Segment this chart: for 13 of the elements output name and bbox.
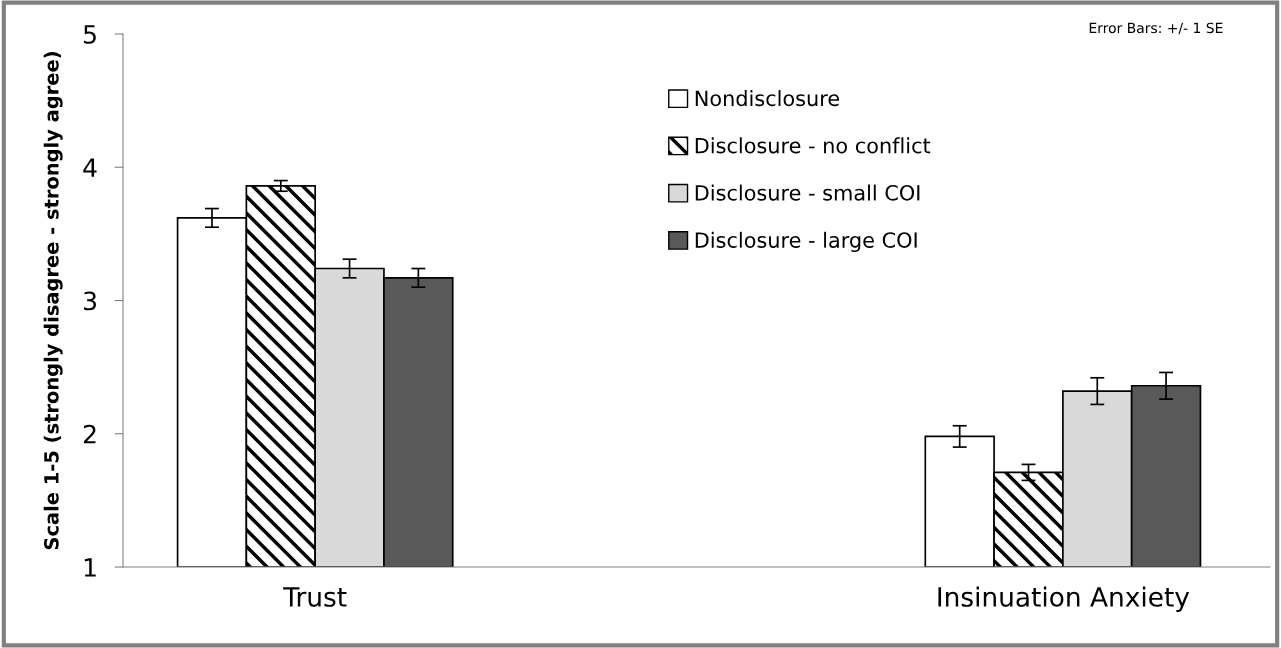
x-tick-label: Trust — [283, 587, 347, 607]
y-tick-label: 4 — [83, 158, 97, 177]
legend-label: Disclosure - small COI — [695, 184, 920, 201]
y-axis-title: Scale 1-5 (strongly disagree - strongly agree) — [43, 52, 63, 550]
y-tick-label: 2 — [83, 424, 96, 444]
x-tick-label: Insinuation Anxiety — [938, 586, 1190, 612]
annotation: Error Bars: +/- 1 SE — [1089, 22, 1223, 35]
y-tick-label: 1 — [84, 558, 96, 577]
legend-label: Nondisclosure — [695, 90, 840, 107]
legend-label: Disclosure - large COI — [695, 231, 917, 252]
legend-label: Disclosure - no conflict — [695, 137, 931, 154]
y-tick-label: 5 — [84, 25, 96, 44]
y-tick-label: 3 — [84, 291, 96, 311]
